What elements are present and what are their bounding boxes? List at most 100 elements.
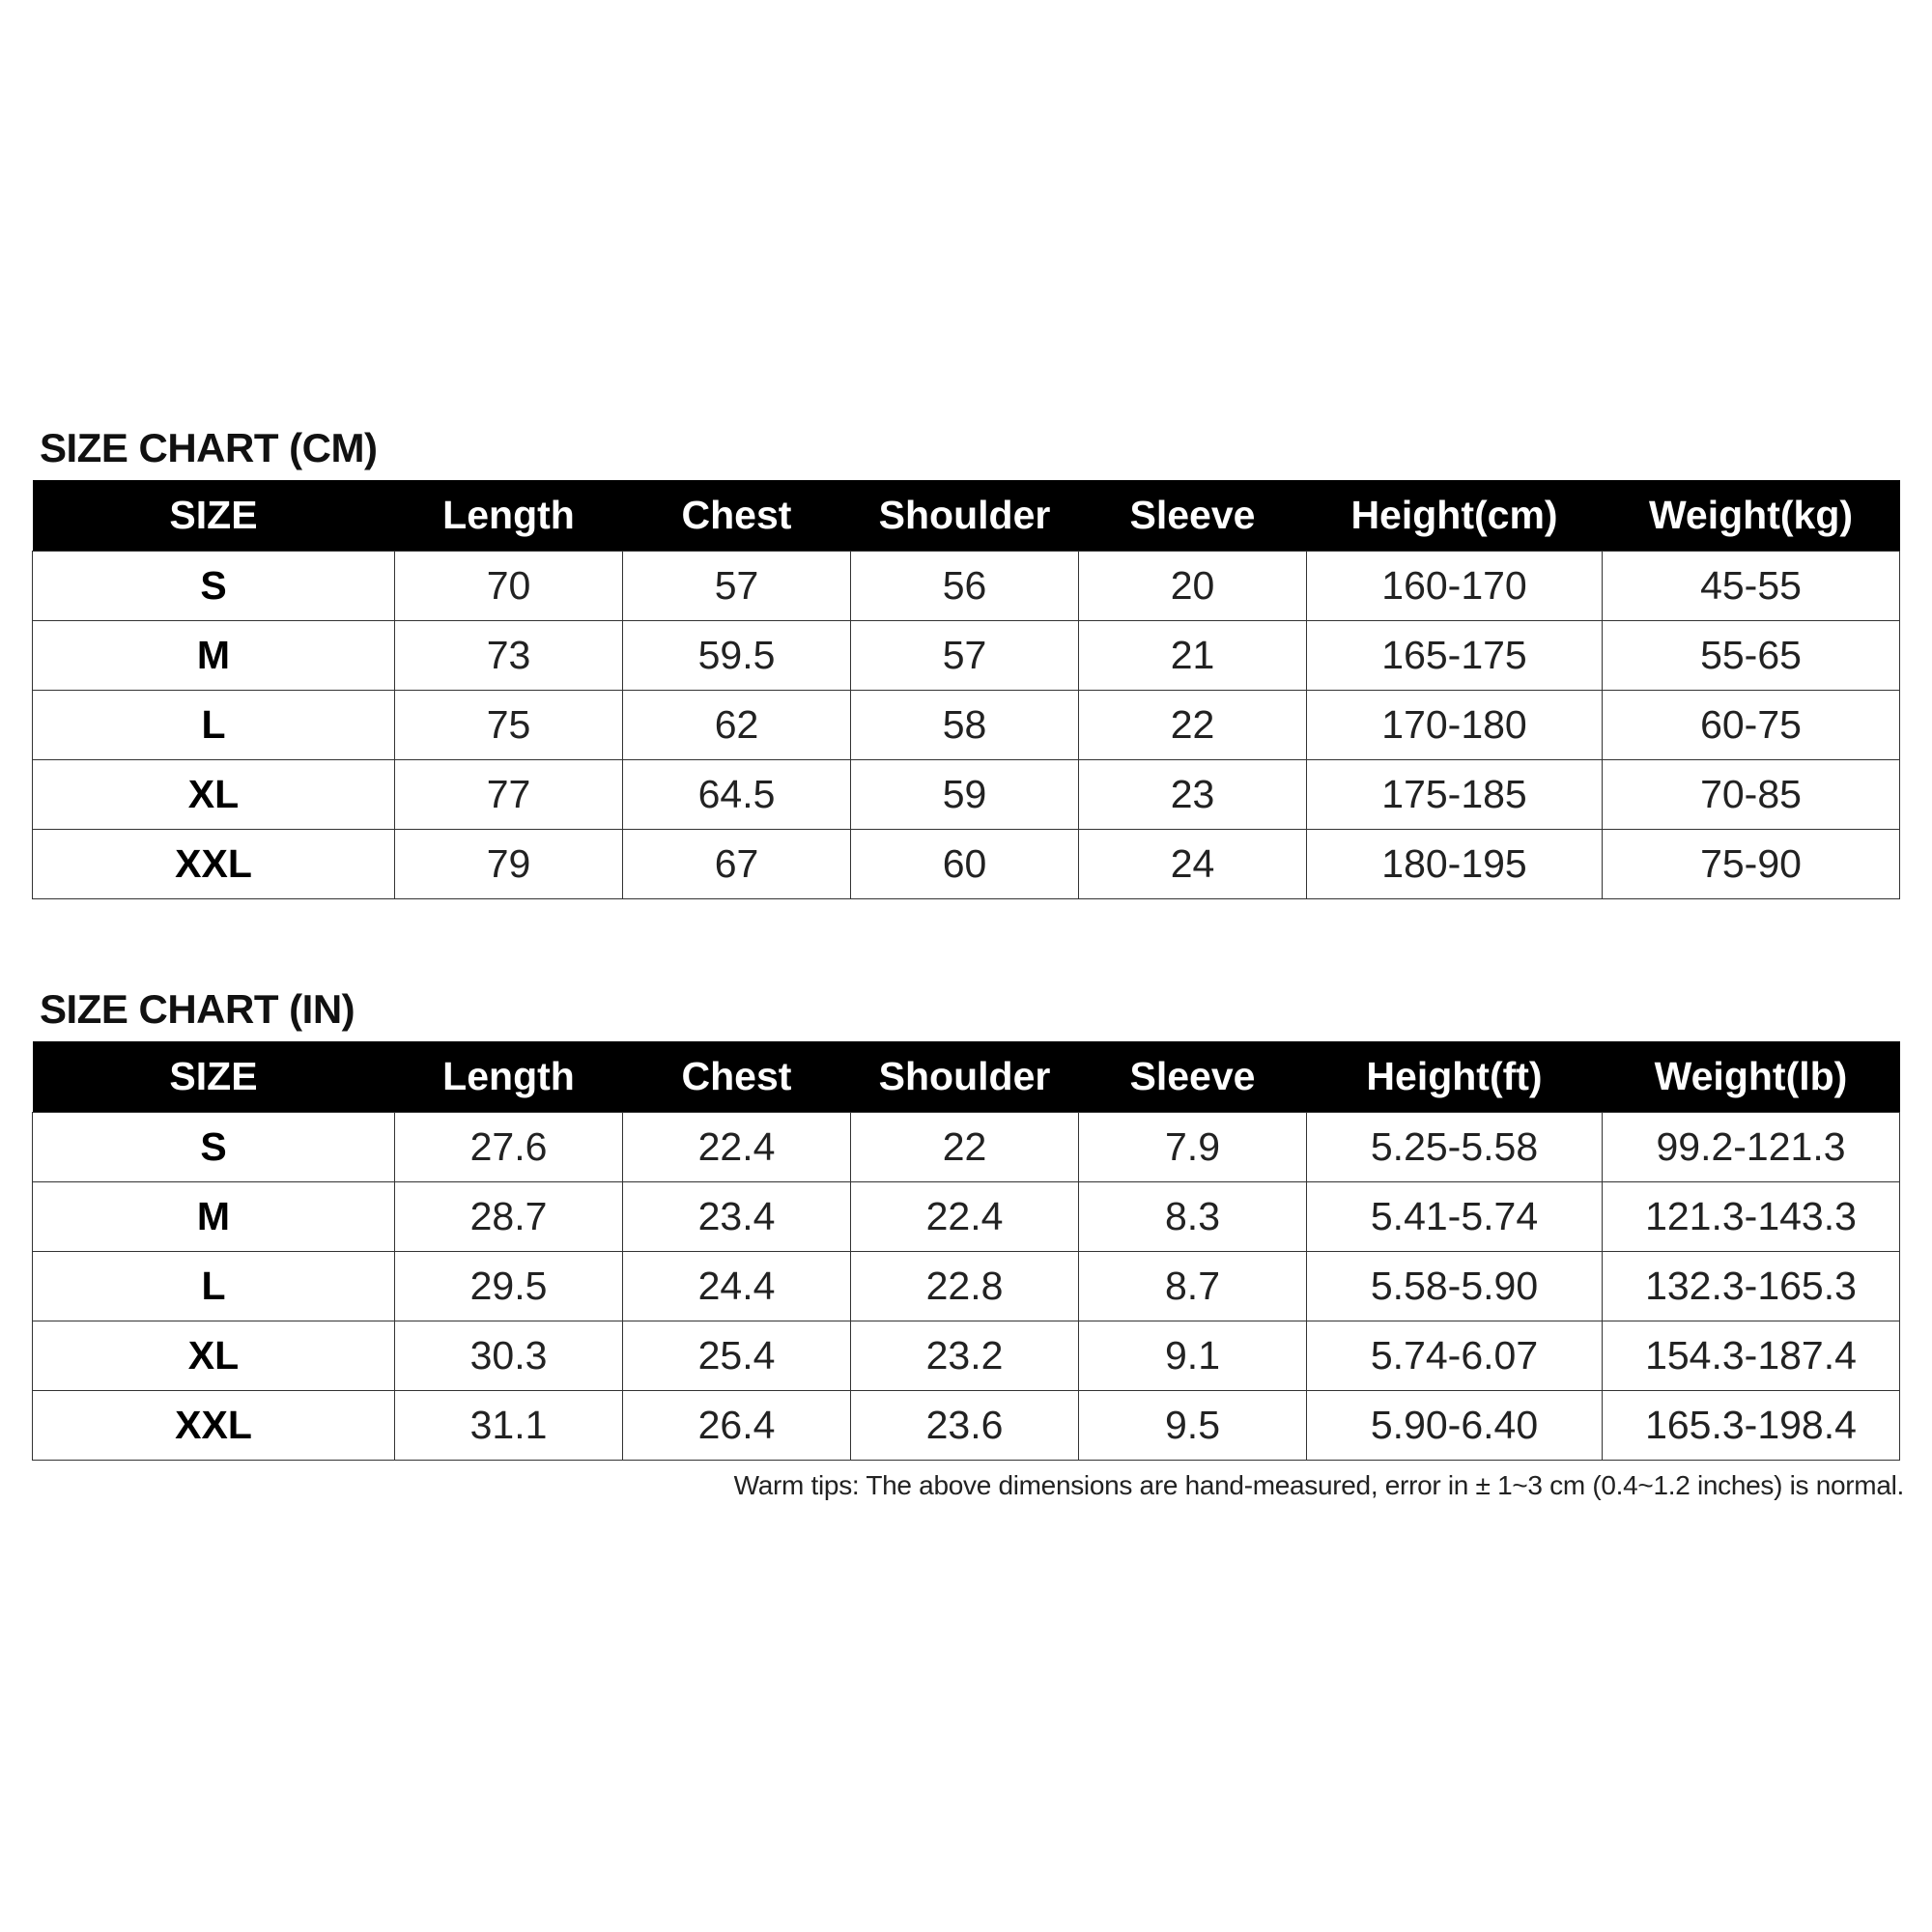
table-cell: 59 [850, 759, 1079, 830]
table-row: L 29.5 24.4 22.8 8.7 5.58-5.90 132.3-165.3 [32, 1251, 1900, 1321]
table-cell: 57 [850, 620, 1079, 691]
table-cell: 24.4 [622, 1251, 851, 1321]
column-header: Shoulder [850, 1041, 1079, 1113]
size-label: XL [32, 1321, 395, 1391]
table-cell: 170-180 [1306, 690, 1603, 760]
size-label: S [32, 551, 395, 621]
table-cell: 8.7 [1078, 1251, 1307, 1321]
table-cell: 24 [1078, 829, 1307, 899]
table-cell: 154.3-187.4 [1602, 1321, 1900, 1391]
table-cell: 5.41-5.74 [1306, 1181, 1603, 1252]
column-header: Height(cm) [1306, 480, 1603, 552]
column-header: Weight(kg) [1602, 480, 1900, 552]
header-row: SIZE Length Chest Shoulder Sleeve Height(cm) W… [32, 480, 1900, 552]
table-cell: 132.3-165.3 [1602, 1251, 1900, 1321]
table-cell: 165.3-198.4 [1602, 1390, 1900, 1461]
column-header: Chest [622, 1041, 851, 1113]
table-cell: 56 [850, 551, 1079, 621]
size-label: L [32, 1251, 395, 1321]
table-cell: 58 [850, 690, 1079, 760]
table-cell: 75-90 [1602, 829, 1900, 899]
column-header: Sleeve [1078, 1041, 1307, 1113]
table-cell: 22.4 [850, 1181, 1079, 1252]
column-header: Sleeve [1078, 480, 1307, 552]
table-cell: 175-185 [1306, 759, 1603, 830]
column-header: Length [394, 480, 623, 552]
column-header: Length [394, 1041, 623, 1113]
table-row: XL 30.3 25.4 23.2 9.1 5.74-6.07 154.3-187.4 [32, 1321, 1900, 1391]
table-row: XXL 79 67 60 24 180-195 75-90 [32, 829, 1900, 899]
table-cell: 57 [622, 551, 851, 621]
size-label: L [32, 690, 395, 760]
table-cell: 75 [394, 690, 623, 760]
table-cell: 5.58-5.90 [1306, 1251, 1603, 1321]
table-row: S 27.6 22.4 22 7.9 5.25-5.58 99.2-121.3 [32, 1112, 1900, 1182]
column-header: Chest [622, 480, 851, 552]
table-cell: 121.3-143.3 [1602, 1181, 1900, 1252]
table-cell: 23.2 [850, 1321, 1079, 1391]
table-cell: 79 [394, 829, 623, 899]
table-cell: 28.7 [394, 1181, 623, 1252]
table-cell: 23.4 [622, 1181, 851, 1252]
table-cell: 180-195 [1306, 829, 1603, 899]
table-cell: 8.3 [1078, 1181, 1307, 1252]
column-header: Shoulder [850, 480, 1079, 552]
header-row: SIZE Length Chest Shoulder Sleeve Height(ft) W… [32, 1041, 1900, 1113]
warm-tips-note: Warm tips: The above dimensions are hand… [733, 1470, 1905, 1500]
table-cell: 5.25-5.58 [1306, 1112, 1603, 1182]
table-cell: 22.4 [622, 1112, 851, 1182]
table-row: M 73 59.5 57 21 165-175 55-65 [32, 620, 1900, 691]
table-cell: 77 [394, 759, 623, 830]
column-header: SIZE [32, 1041, 395, 1113]
table-cell: 26.4 [622, 1390, 851, 1461]
size-label: XXL [32, 829, 395, 899]
table-cell: 22 [850, 1112, 1079, 1182]
table-cell: 30.3 [394, 1321, 623, 1391]
table-cell: 45-55 [1602, 551, 1900, 621]
table-row: M 28.7 23.4 22.4 8.3 5.41-5.74 121.3-143.3 [32, 1181, 1900, 1252]
table-cell: 27.6 [394, 1112, 623, 1182]
table-cell: 25.4 [622, 1321, 851, 1391]
table-cell: 22.8 [850, 1251, 1079, 1321]
table-row: XXL 31.1 26.4 23.6 9.5 5.90-6.40 165.3-198.4 [32, 1390, 1900, 1461]
table-row: L 75 62 58 22 170-180 60-75 [32, 690, 1900, 760]
table-cell: 9.5 [1078, 1390, 1307, 1461]
table-row: XL 77 64.5 59 23 175-185 70-85 [32, 759, 1900, 830]
table-cell: 5.74-6.07 [1306, 1321, 1603, 1391]
table-cell: 60 [850, 829, 1079, 899]
column-header: Weight(lb) [1602, 1041, 1900, 1113]
table-cell: 55-65 [1602, 620, 1900, 691]
column-header: Height(ft) [1306, 1041, 1603, 1113]
table-row: S 70 57 56 20 160-170 45-55 [32, 551, 1900, 621]
table-cell: 165-175 [1306, 620, 1603, 691]
table-cell: 73 [394, 620, 623, 691]
size-label: S [32, 1112, 395, 1182]
size-chart-in-title: SIZE CHART (IN) [40, 986, 355, 1032]
table-cell: 23 [1078, 759, 1307, 830]
size-label: XL [32, 759, 395, 830]
table-cell: 59.5 [622, 620, 851, 691]
table-cell: 70-85 [1602, 759, 1900, 830]
size-chart-cm-title: SIZE CHART (CM) [40, 425, 378, 470]
table-cell: 99.2-121.3 [1602, 1112, 1900, 1182]
table-cell: 5.90-6.40 [1306, 1390, 1603, 1461]
table-cell: 70 [394, 551, 623, 621]
table-cell: 60-75 [1602, 690, 1900, 760]
table-cell: 29.5 [394, 1251, 623, 1321]
table-cell: 160-170 [1306, 551, 1603, 621]
table-cell: 7.9 [1078, 1112, 1307, 1182]
size-label: XXL [32, 1390, 395, 1461]
table-cell: 62 [622, 690, 851, 760]
size-chart-in-table: SIZE Length Chest Shoulder Sleeve Height(ft) W… [32, 1041, 1900, 1461]
size-label: M [32, 1181, 395, 1252]
table-cell: 21 [1078, 620, 1307, 691]
size-chart-cm-table: SIZE Length Chest Shoulder Sleeve Height(cm) W… [32, 480, 1900, 899]
column-header: SIZE [32, 480, 395, 552]
table-cell: 67 [622, 829, 851, 899]
table-cell: 20 [1078, 551, 1307, 621]
table-cell: 64.5 [622, 759, 851, 830]
table-cell: 22 [1078, 690, 1307, 760]
table-cell: 31.1 [394, 1390, 623, 1461]
table-cell: 23.6 [850, 1390, 1079, 1461]
table-cell: 9.1 [1078, 1321, 1307, 1391]
